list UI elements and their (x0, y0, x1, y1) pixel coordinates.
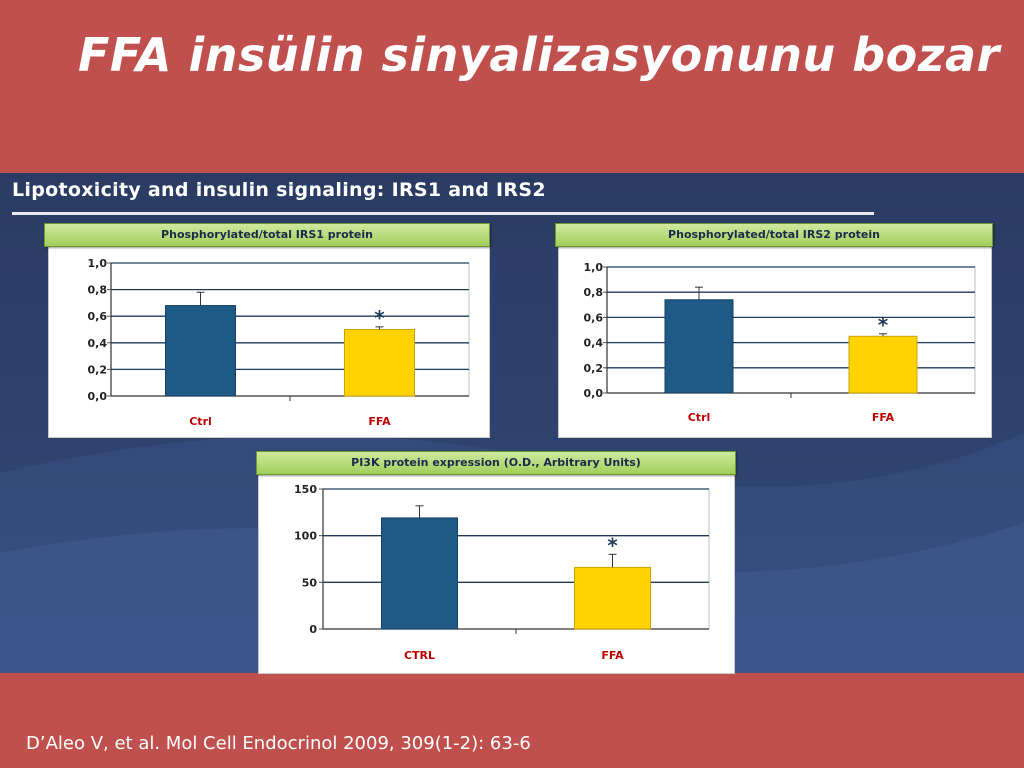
title-divider (12, 212, 874, 215)
significance-marker: * (607, 533, 618, 557)
y-tick-label: 0,8 (584, 286, 604, 299)
category-label: FFA (872, 411, 895, 424)
y-tick-label: 1,0 (88, 257, 108, 270)
bar-ffa (848, 335, 918, 394)
bar-ffa (574, 566, 651, 630)
bar-ctrl (165, 305, 236, 397)
y-tick-label: 100 (294, 530, 317, 543)
y-tick-label: 0,4 (88, 337, 108, 350)
category-label: FFA (601, 649, 624, 662)
category-label: Ctrl (688, 411, 711, 424)
panel-title: Lipotoxicity and insulin signaling: IRS1… (12, 179, 546, 201)
irs1-chart-plot: 1,0 0,8 0,6 0,4 0,2 0,0 Ctrl * FFA (88, 257, 470, 428)
irs1-chart-header: Phosphorylated/total IRS1 protein (44, 223, 490, 247)
y-tick-label: 0,8 (88, 284, 108, 297)
irs2-chart-plot: 1,0 0,8 0,6 0,4 0,2 0,0 Ctrl * FFA (584, 261, 976, 424)
y-tick-label: 0,2 (88, 363, 108, 376)
y-tick-label: 0,2 (584, 362, 604, 375)
pi3k-chart: 150 100 50 0 CTRL * FFA (258, 474, 735, 674)
y-tick-label: 0 (309, 623, 317, 636)
plot-area (606, 266, 976, 394)
y-tick-label: 150 (294, 483, 317, 496)
bar-ctrl (664, 299, 734, 394)
pi3k-chart-header: PI3K protein expression (O.D., Arbitrary… (256, 451, 736, 475)
y-tick-label: 0,6 (88, 310, 108, 323)
irs2-chart: 1,0 0,8 0,6 0,4 0,2 0,0 Ctrl * FFA (558, 246, 992, 438)
y-tick-label: 1,0 (584, 261, 604, 274)
pi3k-chart-plot: 150 100 50 0 CTRL * FFA (294, 483, 710, 662)
y-tick-label: 0,0 (584, 387, 604, 400)
category-label: CTRL (404, 649, 435, 662)
plot-area (110, 262, 470, 397)
citation: D’Aleo V, et al. Mol Cell Endocrinol 200… (26, 733, 531, 754)
y-tick-label: 0,6 (584, 311, 604, 324)
plot-area (322, 488, 710, 630)
significance-marker: * (374, 306, 385, 330)
y-tick-label: 50 (302, 576, 318, 589)
bar-ffa (344, 329, 415, 397)
category-label: Ctrl (189, 415, 212, 428)
slide-title: FFA insülin sinyalizasyonunu bozar (78, 28, 1000, 82)
irs2-chart-header: Phosphorylated/total IRS2 protein (555, 223, 993, 247)
bar-ctrl (381, 517, 458, 630)
significance-marker: * (878, 313, 889, 337)
category-label: FFA (368, 415, 391, 428)
y-tick-label: 0,0 (88, 390, 108, 403)
irs1-chart: 1,0 0,8 0,6 0,4 0,2 0,0 Ctrl * FFA (48, 246, 490, 438)
y-tick-label: 0,4 (584, 337, 604, 350)
